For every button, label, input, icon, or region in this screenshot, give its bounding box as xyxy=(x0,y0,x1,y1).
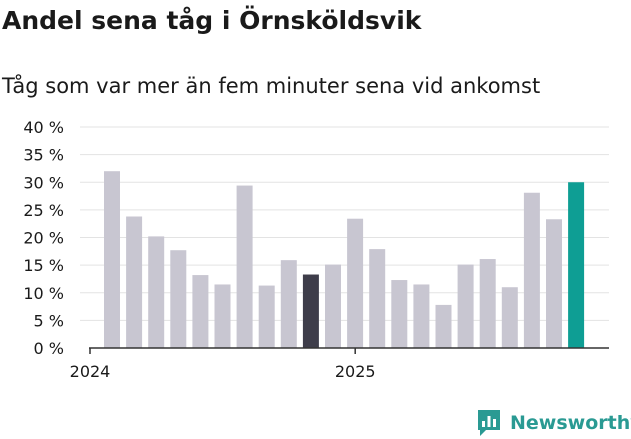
bar xyxy=(148,236,165,348)
bars xyxy=(104,171,585,348)
bar xyxy=(236,185,253,348)
newsworthy-logo-icon xyxy=(478,410,500,436)
y-tick-label: 25 % xyxy=(23,201,64,220)
bar xyxy=(523,192,540,348)
newsworthy-logo: Newsworthy xyxy=(476,407,631,439)
bar xyxy=(457,264,474,348)
bar xyxy=(369,249,386,348)
bar xyxy=(501,287,518,348)
bar xyxy=(479,259,496,348)
bar xyxy=(391,280,408,348)
y-tick-label: 20 % xyxy=(23,229,64,248)
grid-lines xyxy=(80,126,609,321)
newsworthy-logo-text: Newsworthy xyxy=(510,412,631,434)
y-tick-label: 30 % xyxy=(23,173,64,192)
bar xyxy=(435,304,452,348)
bar xyxy=(325,264,341,348)
y-tick-label: 15 % xyxy=(23,256,64,275)
x-tick-label: 2025 xyxy=(335,362,376,381)
chart-subtitle: Tåg som var mer än fem minuter sena vid … xyxy=(2,74,541,98)
bar xyxy=(170,250,187,348)
x-axis-ticks: 2024 2025 xyxy=(70,348,376,381)
bar xyxy=(214,284,231,348)
y-axis-labels: 0 % 5 % 10 % 15 % 20 % 25 % 30 % 35 % 40 % xyxy=(23,118,64,358)
bar xyxy=(126,216,143,348)
y-tick-label: 5 % xyxy=(34,311,64,330)
bar xyxy=(192,275,209,348)
bar xyxy=(104,171,120,348)
bar xyxy=(347,218,364,348)
bar xyxy=(568,182,585,348)
bar xyxy=(258,285,275,348)
bar xyxy=(546,219,562,348)
y-tick-label: 35 % xyxy=(23,146,64,165)
bar xyxy=(302,274,319,348)
bar xyxy=(280,260,297,348)
x-tick-label: 2024 xyxy=(70,362,111,381)
bar xyxy=(413,284,430,348)
y-tick-label: 10 % xyxy=(23,284,64,303)
y-tick-label: 40 % xyxy=(23,118,64,137)
y-tick-label: 0 % xyxy=(34,339,64,358)
chart-title: Andel sena tåg i Örnsköldsvik xyxy=(2,6,422,35)
